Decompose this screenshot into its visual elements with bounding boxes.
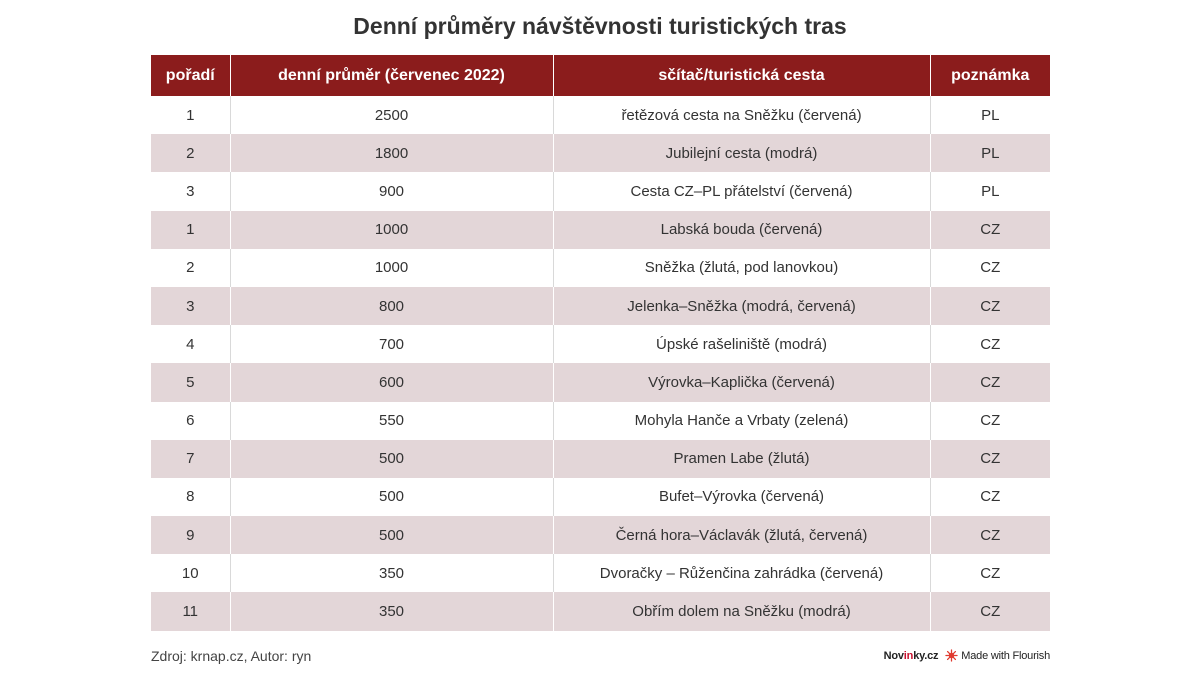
cell-daily-average: 800 [230,286,554,326]
cell-daily-average: 350 [230,554,554,593]
cell-note: PL [930,134,1050,173]
cell-rank: 4 [151,325,231,364]
cell-note: CZ [930,210,1050,249]
cell-trail: Cesta CZ–PL přátelství (červená) [553,172,931,211]
table-header-row: pořadí denní průměr (červenec 2022) sčít… [151,55,1050,96]
cell-trail: Černá hora–Václavák (žlutá, červená) [553,516,931,555]
cell-trail: Labská bouda (červená) [553,210,931,249]
cell-daily-average: 350 [230,592,554,631]
cell-daily-average: 900 [230,172,554,211]
brand-footer: Novinky.cz Made with Flourish [884,649,1050,662]
cell-daily-average: 500 [230,439,554,478]
cell-rank: 1 [151,210,231,249]
cell-daily-average: 1800 [230,134,554,173]
cell-trail: řetězová cesta na Sněžku (červená) [553,96,931,135]
table-row: 6 550 Mohyla Hanče a Vrbaty (zelená) CZ [151,401,1050,440]
cell-trail: Obřím dolem na Sněžku (modrá) [553,592,931,631]
table-row: 8 500 Bufet–Výrovka (červená) CZ [151,477,1050,517]
cell-daily-average: 550 [230,401,554,440]
cell-daily-average: 2500 [230,96,554,135]
table-row: 1 2500 řetězová cesta na Sněžku (červená) P… [151,96,1050,135]
cell-trail: Dvoračky – Růženčina zahrádka (červená) [553,554,931,593]
table-row: 11 350 Obřím dolem na Sněžku (modrá) CZ [151,592,1050,631]
cell-daily-average: 1000 [230,248,554,287]
cell-rank: 2 [151,134,231,173]
cell-note: CZ [930,477,1050,517]
flourish-icon [945,649,958,662]
column-header-trail[interactable]: sčítač/turistická cesta [553,55,931,96]
cell-rank: 1 [151,96,231,135]
cell-rank: 5 [151,363,231,402]
cell-note: CZ [930,363,1050,402]
cell-trail: Mohyla Hanče a Vrbaty (zelená) [553,401,931,440]
cell-note: PL [930,96,1050,135]
cell-note: CZ [930,592,1050,631]
cell-rank: 11 [151,592,231,631]
cell-rank: 8 [151,477,231,517]
table-row: 9 500 Černá hora–Václavák (žlutá, červená)… [151,516,1050,555]
table-row: 10 350 Dvoračky – Růženčina zahrádka (červ… [151,554,1050,593]
column-header-daily-average[interactable]: denní průměr (červenec 2022) [230,55,554,96]
cell-daily-average: 1000 [230,210,554,249]
cell-note: CZ [930,554,1050,593]
cell-rank: 7 [151,439,231,478]
cell-note: CZ [930,401,1050,440]
cell-trail: Sněžka (žlutá, pod lanovkou) [553,248,931,287]
table-row: 2 1800 Jubilejní cesta (modrá) PL [151,134,1050,173]
cell-trail: Pramen Labe (žlutá) [553,439,931,478]
cell-daily-average: 700 [230,325,554,364]
source-note: Zdroj: krnap.cz, Autor: ryn [151,648,312,664]
table-body: 1 2500 řetězová cesta na Sněžku (červená) P… [151,96,1050,631]
novinky-logo[interactable]: Novinky.cz [883,649,939,662]
table-row: 5 600 Výrovka–Kaplička (červená) CZ [151,363,1050,402]
made-with-flourish-link[interactable]: Made with Flourish [961,649,1050,662]
cell-note: CZ [930,516,1050,555]
cell-note: CZ [930,439,1050,478]
table-row: 2 1000 Sněžka (žlutá, pod lanovkou) CZ [151,248,1050,287]
cell-note: CZ [930,248,1050,287]
chart-title: Denní průměry návštěvnosti turistických … [353,13,847,39]
cell-trail: Bufet–Výrovka (červená) [553,477,931,517]
cell-rank: 10 [151,554,231,593]
cell-trail: Jelenka–Sněžka (modrá, červená) [553,286,931,326]
table-row: 3 900 Cesta CZ–PL přátelství (červená) PL [151,172,1050,211]
cell-rank: 3 [151,172,231,211]
cell-daily-average: 500 [230,477,554,517]
cell-note: CZ [930,325,1050,364]
cell-rank: 6 [151,401,231,440]
cell-note: PL [930,172,1050,211]
cell-trail: Jubilejní cesta (modrá) [553,134,931,173]
table-row: 3 800 Jelenka–Sněžka (modrá, červená) CZ [151,286,1050,326]
cell-trail: Výrovka–Kaplička (červená) [553,363,931,402]
table-row: 1 1000 Labská bouda (červená) CZ [151,210,1050,249]
cell-daily-average: 600 [230,363,554,402]
column-header-note[interactable]: poznámka [930,55,1050,96]
cell-trail: Úpské rašeliniště (modrá) [553,325,931,364]
cell-rank: 9 [151,516,231,555]
column-header-rank[interactable]: pořadí [151,55,231,96]
cell-daily-average: 500 [230,516,554,555]
table-row: 4 700 Úpské rašeliniště (modrá) CZ [151,325,1050,364]
table-row: 7 500 Pramen Labe (žlutá) CZ [151,439,1050,478]
cell-rank: 3 [151,286,231,326]
cell-note: CZ [930,286,1050,326]
data-table: pořadí denní průměr (červenec 2022) sčít… [151,55,1050,631]
cell-rank: 2 [151,248,231,287]
